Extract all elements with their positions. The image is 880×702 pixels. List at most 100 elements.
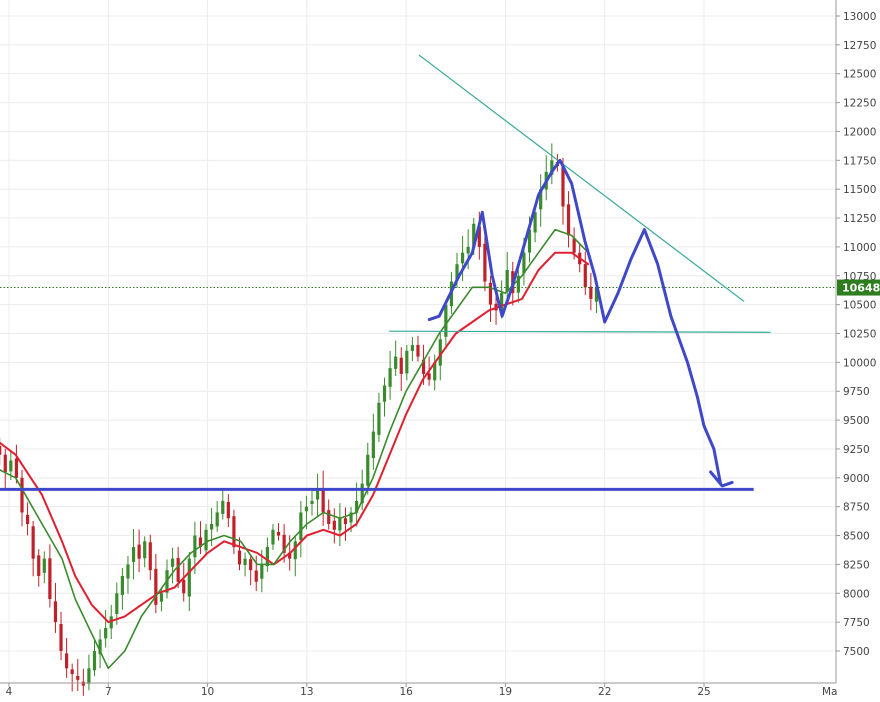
candle-body	[466, 246, 470, 254]
candle-body	[360, 483, 364, 504]
candle-body	[527, 229, 532, 253]
candle-body	[232, 516, 236, 548]
candle-body	[9, 460, 13, 472]
candle-body	[87, 668, 91, 684]
y-tick-label: 10250	[843, 329, 876, 341]
x-tick-label: 13	[300, 686, 313, 698]
candle-body	[70, 669, 74, 675]
candle-body	[366, 454, 370, 486]
candle-body	[315, 489, 320, 500]
ma-slow-line	[0, 251, 590, 624]
candle-body	[327, 510, 331, 524]
candle-body	[109, 616, 113, 629]
y-tick-label: 9500	[843, 415, 870, 427]
candle-body	[522, 252, 526, 274]
candle-body	[310, 500, 314, 505]
candle-body	[176, 558, 180, 582]
forecast-path	[427, 158, 734, 488]
candle-body	[76, 675, 80, 680]
candle-body	[42, 558, 46, 573]
x-tick-label: 10	[201, 686, 214, 698]
candle-body	[14, 458, 19, 478]
candle-body	[3, 454, 7, 473]
drawings	[0, 54, 836, 491]
x-tick-label: 16	[399, 686, 413, 698]
candle-body	[204, 529, 208, 551]
candle-body	[131, 547, 136, 562]
candle-body	[433, 362, 437, 381]
candle-body	[276, 531, 281, 536]
y-tick-label: 12750	[843, 40, 876, 52]
x-tick-label: 22	[598, 686, 611, 698]
y-tick-label: 8250	[843, 559, 870, 571]
candle-body	[92, 651, 97, 671]
candle-body	[550, 160, 554, 175]
candle-body	[321, 489, 325, 513]
y-tick-label: 12000	[843, 126, 876, 138]
candle-body	[31, 526, 35, 559]
candle-body	[427, 373, 431, 380]
candle-body	[349, 512, 353, 523]
candle-body	[159, 593, 164, 602]
candle-body	[594, 287, 599, 302]
candle-body	[215, 512, 219, 527]
y-tick-label: 12500	[843, 69, 876, 81]
y-tick-label: 11500	[843, 184, 876, 196]
candle-body	[505, 270, 509, 292]
candle-body	[187, 558, 191, 597]
candle-body	[488, 282, 493, 305]
y-tick-label: 8750	[843, 502, 870, 514]
candle-body	[154, 568, 158, 605]
candle-body	[561, 167, 565, 207]
candle-body	[81, 681, 85, 686]
candle-body	[249, 559, 253, 571]
candle-body	[271, 529, 275, 545]
candle-body	[254, 570, 258, 582]
candle-body	[421, 359, 426, 374]
candle-body	[265, 547, 269, 567]
candle-body	[288, 552, 292, 559]
candle-body	[0, 445, 2, 455]
candle-body	[170, 558, 175, 567]
candle-body	[37, 555, 41, 576]
last-price-label: 10648	[842, 282, 880, 295]
candle-body	[405, 350, 409, 374]
candle-body	[148, 542, 152, 571]
candle-body	[583, 264, 587, 288]
candle-body	[299, 512, 303, 541]
ma-fast-line	[0, 228, 589, 670]
candle-body	[500, 293, 504, 312]
candle-body	[566, 204, 571, 236]
candle-body	[539, 189, 543, 210]
candle-body	[59, 623, 63, 651]
x-tick-label: 7	[105, 686, 112, 698]
y-tick-label: 12250	[843, 98, 876, 110]
candle-body	[182, 579, 186, 594]
candle-body	[444, 304, 448, 337]
candle-body	[516, 275, 520, 293]
candle-body	[20, 477, 24, 513]
moving-averages	[0, 228, 590, 670]
x-tick-label: 19	[499, 686, 512, 698]
candle-body	[304, 506, 309, 512]
candle-body	[198, 537, 203, 548]
candle-body	[460, 252, 465, 264]
candle-body	[193, 535, 197, 558]
candle-body	[260, 564, 264, 579]
candle-body	[137, 544, 141, 559]
candle-body	[221, 500, 225, 514]
candle-body	[237, 550, 242, 565]
x-edge-label: Ma	[822, 686, 838, 698]
y-tick-label: 11750	[843, 155, 876, 167]
candle-body	[472, 223, 476, 248]
y-tick-label: 9000	[843, 473, 870, 485]
y-tick-label: 9750	[843, 386, 870, 398]
candles	[0, 143, 599, 696]
y-tick-label: 7750	[843, 617, 870, 629]
grid	[0, 0, 836, 683]
candle-body	[143, 541, 147, 559]
candle-body	[533, 212, 537, 233]
y-tick-label: 7500	[843, 646, 870, 658]
last-price-badge	[837, 279, 880, 296]
candle-body	[394, 356, 398, 369]
